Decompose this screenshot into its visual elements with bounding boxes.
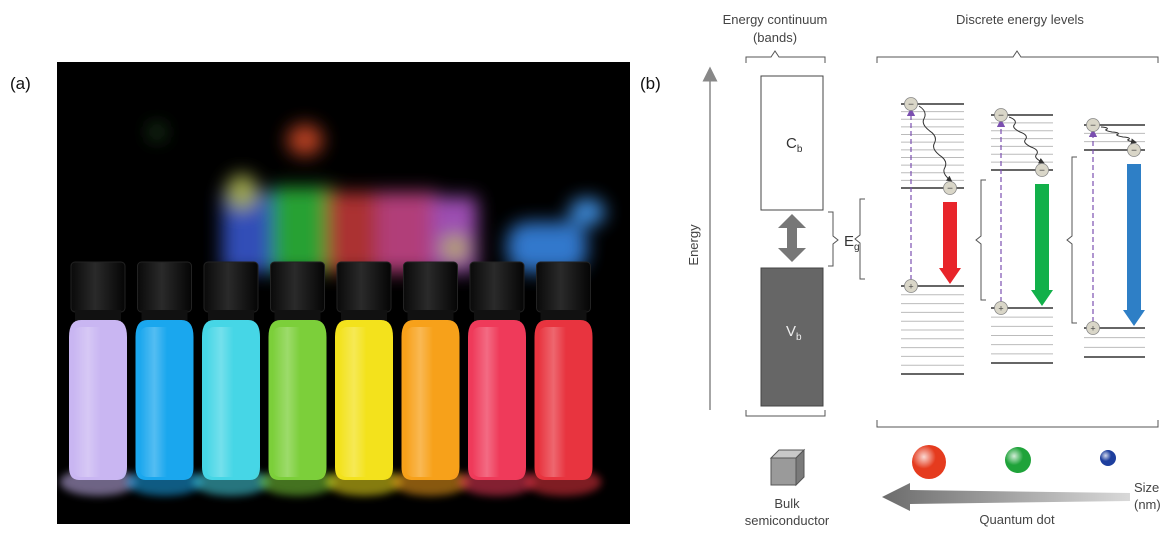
electron-icon: −: [995, 109, 1008, 122]
svg-text:−: −: [1039, 166, 1045, 177]
size-decrease-arrow: [882, 483, 1130, 511]
level-gap-brace: [976, 180, 986, 300]
vial-cap: [537, 262, 591, 312]
size-label-line1: Size: [1134, 480, 1159, 495]
hole-icon: +: [995, 302, 1008, 315]
emission-arrow: [1123, 164, 1145, 326]
vial: [526, 262, 602, 496]
continuum-title-line2: (bands): [753, 30, 797, 45]
bulk-cube-icon: [771, 450, 804, 485]
level-gap-brace: [855, 199, 865, 279]
continuum-top-bracket: [746, 51, 825, 63]
emission-arrow: [939, 202, 961, 284]
vial-shine: [273, 327, 323, 477]
svg-text:+: +: [908, 282, 913, 292]
background-bokeh: [149, 124, 605, 272]
level-gap-brace: [1067, 157, 1077, 323]
vial: [193, 262, 269, 496]
size-label-line2: (nm): [1134, 497, 1161, 512]
vial-shine: [339, 327, 389, 477]
vials-photo-drawing: [57, 62, 630, 524]
quantum-dot-level-group: − − +: [1067, 119, 1145, 358]
hole-icon: +: [905, 280, 918, 293]
vial-cap: [470, 262, 524, 312]
panel-b-label: (b): [640, 74, 661, 94]
vial: [60, 262, 136, 496]
vials-group: [60, 262, 602, 496]
vial-shine: [206, 327, 256, 477]
vial: [393, 262, 469, 496]
quantum-dot-label: Quantum dot: [979, 512, 1055, 527]
energy-level-diagram: Energy continuum (bands) Discrete energy…: [660, 0, 1164, 534]
vial: [459, 262, 535, 496]
svg-text:+: +: [1090, 324, 1095, 334]
svg-text:−: −: [1131, 146, 1137, 157]
relaxation-arrow: [1009, 117, 1042, 162]
emission-arrow: [1031, 184, 1053, 306]
quantum-dot-sphere: [1005, 447, 1031, 473]
quantum-dot-level-group: − − +: [855, 98, 964, 375]
panel-a-label: (a): [10, 74, 31, 94]
vial-cap: [404, 262, 458, 312]
quantum-dot-vials-photo: [57, 62, 630, 524]
band-gap-brace: [828, 212, 838, 266]
bulk-label-line1: Bulk: [774, 496, 800, 511]
vial-cap: [271, 262, 325, 312]
continuum-title-line1: Energy continuum: [723, 12, 828, 27]
discrete-bottom-bracket: [877, 420, 1158, 427]
vial-cap: [337, 262, 391, 312]
vial-shine: [472, 327, 522, 477]
vial: [326, 262, 402, 496]
energy-axis-label: Energy: [686, 224, 701, 266]
relaxation-arrow: [1101, 127, 1134, 142]
electron-icon: −: [1087, 119, 1100, 132]
vial: [260, 262, 336, 496]
electron-icon: −: [944, 182, 957, 195]
electron-icon: −: [1128, 144, 1141, 157]
relaxation-arrow: [919, 106, 950, 180]
quantum-dot-level-group: − − +: [976, 109, 1053, 364]
electron-icon: −: [905, 98, 918, 111]
vial-shine: [140, 327, 190, 477]
vial-shine: [539, 327, 589, 477]
discrete-title: Discrete energy levels: [956, 12, 1084, 27]
bulk-label-line2: semiconductor: [745, 513, 830, 528]
quantum-dot-sphere: [912, 445, 946, 479]
vial: [127, 262, 203, 496]
band-gap-double-arrow: [778, 214, 806, 262]
svg-text:−: −: [908, 100, 914, 111]
svg-text:−: −: [947, 184, 953, 195]
vial-shine: [406, 327, 456, 477]
quantum-dot-levels: − − + − − + − − +: [855, 98, 1145, 375]
vial-shine: [73, 327, 123, 477]
continuum-bottom-bracket: [746, 410, 825, 416]
svg-text:+: +: [998, 304, 1003, 314]
vial-cap: [138, 262, 192, 312]
discrete-top-bracket: [877, 51, 1158, 63]
electron-icon: −: [1036, 164, 1049, 177]
vial-cap: [71, 262, 125, 312]
hole-icon: +: [1087, 322, 1100, 335]
svg-text:−: −: [1090, 121, 1096, 132]
energy-diagram-svg: Energy continuum (bands) Discrete energy…: [660, 0, 1164, 534]
vial-cap: [204, 262, 258, 312]
quantum-dot-sphere: [1100, 450, 1116, 466]
svg-text:−: −: [998, 111, 1004, 122]
quantum-dot-spheres: [912, 445, 1116, 479]
band-gap-label: Eg: [844, 233, 860, 253]
